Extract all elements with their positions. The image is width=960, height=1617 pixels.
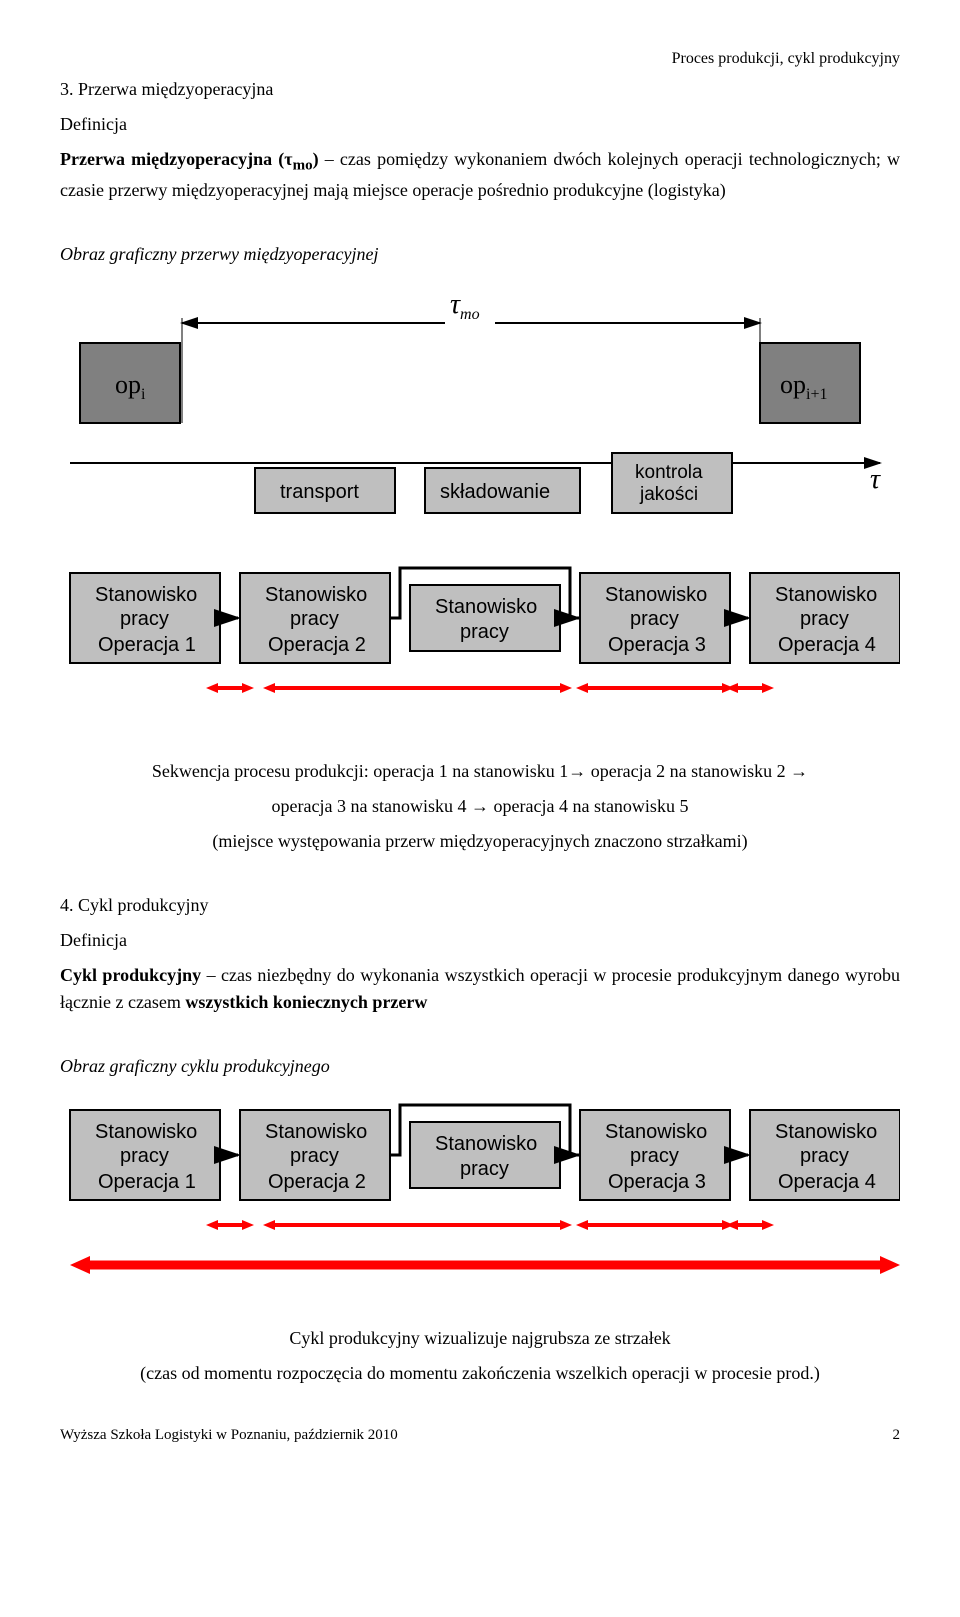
svg-text:Stanowisko: Stanowisko	[95, 1121, 197, 1143]
section-4-title: 4. Cykl produkcyjny	[60, 892, 900, 919]
ws3-box-mid: Stanowisko pracy	[410, 1122, 560, 1188]
svg-text:Stanowisko: Stanowisko	[775, 1121, 877, 1143]
transport-text: transport	[280, 481, 359, 503]
definition-3-body: Przerwa międzyoperacyjna (τmo) – czas po…	[60, 146, 900, 204]
svg-text:Operacja 1: Operacja 1	[98, 634, 196, 656]
sequence-line3: (miejsce występowania przerw międzyopera…	[60, 828, 900, 855]
figure-2-workstations: Stanowisko pracy Operacja 1 Stanowisko p…	[60, 563, 900, 738]
definition-4-body: Cykl produkcyjny – czas niezbędny do wyk…	[60, 962, 900, 1016]
svg-text:pracy: pracy	[630, 1145, 679, 1167]
ws3-box-3: Stanowisko pracy Operacja 3	[580, 1110, 730, 1200]
svg-text:pracy: pracy	[290, 1145, 339, 1167]
svg-text:pracy: pracy	[800, 1145, 849, 1167]
cycle-caption-1: Cykl produkcyjny wizualizuje najgrubsza …	[60, 1325, 900, 1352]
fig1-caption: Obraz graficzny przerwy międzyoperacyjne…	[60, 241, 900, 268]
svg-text:Stanowisko: Stanowisko	[775, 584, 877, 606]
red-arrow-4	[726, 683, 774, 693]
svg-text:Stanowisko: Stanowisko	[95, 584, 197, 606]
op-i1-box	[760, 343, 860, 423]
storage-text: składowanie	[440, 481, 550, 503]
svg-text:Operacja 2: Operacja 2	[268, 1171, 366, 1193]
red3-arrow-3	[576, 1220, 734, 1230]
svg-text:Operacja 3: Operacja 3	[608, 634, 706, 656]
ws3-box-1: Stanowisko pracy Operacja 1	[70, 1110, 220, 1200]
svg-text:Stanowisko: Stanowisko	[605, 584, 707, 606]
cycle-big-arrow	[70, 1256, 900, 1274]
svg-text:pracy: pracy	[120, 608, 169, 630]
figure-3-cycle: Stanowisko pracy Operacja 1 Stanowisko p…	[60, 1100, 900, 1305]
footer-right: 2	[893, 1427, 901, 1444]
svg-text:Operacja 4: Operacja 4	[778, 634, 876, 656]
fig3-caption: Obraz graficzny cyklu produkcyjnego	[60, 1053, 900, 1080]
svg-text:Stanowisko: Stanowisko	[265, 1121, 367, 1143]
red3-arrow-4	[726, 1220, 774, 1230]
def3-bold1: Przerwa międzyoperacyjna (τ	[60, 149, 293, 169]
svg-text:Operacja 3: Operacja 3	[608, 1171, 706, 1193]
red-arrow-2	[263, 683, 572, 693]
page-footer: Wyższa Szkoła Logistyki w Poznaniu, paźd…	[60, 1427, 900, 1444]
svg-text:Stanowisko: Stanowisko	[435, 1133, 537, 1155]
svg-text:pracy: pracy	[800, 608, 849, 630]
section-3-title: 3. Przerwa międzyoperacyjna	[60, 76, 900, 103]
ws3-box-4: Stanowisko pracy Operacja 4	[750, 1110, 900, 1200]
page-header-right: Proces produkcji, cykl produkcyjny	[60, 50, 900, 68]
red-arrow-1	[206, 683, 254, 693]
ws-box-4: Stanowisko pracy Operacja 4	[750, 573, 900, 663]
svg-text:Stanowisko: Stanowisko	[265, 584, 367, 606]
definition-label-4: Definicja	[60, 927, 900, 954]
def3-sub: mo	[293, 158, 313, 174]
red3-arrow-1	[206, 1220, 254, 1230]
qc-text2: jakości	[639, 484, 698, 505]
ws-box-2: Stanowisko pracy Operacja 2	[240, 573, 390, 663]
sequence-line2: operacja 3 na stanowisku 4 → operacja 4 …	[60, 793, 900, 820]
definition-label-3: Definicja	[60, 111, 900, 138]
cycle-caption-2: (czas od momentu rozpoczęcia do momentu …	[60, 1360, 900, 1387]
red3-arrow-2	[263, 1220, 572, 1230]
ws-box-mid: Stanowisko pracy	[410, 585, 560, 651]
red-arrow-3	[576, 683, 734, 693]
def4-bold2: wszystkich koniecznych przerw	[185, 992, 427, 1012]
svg-text:Stanowisko: Stanowisko	[435, 596, 537, 618]
svg-text:pracy: pracy	[460, 1158, 509, 1180]
sequence-line1: Sekwencja procesu produkcji: operacja 1 …	[60, 758, 900, 785]
svg-text:pracy: pracy	[630, 608, 679, 630]
footer-left: Wyższa Szkoła Logistyki w Poznaniu, paźd…	[60, 1427, 398, 1444]
svg-text:pracy: pracy	[120, 1145, 169, 1167]
svg-text:Operacja 4: Operacja 4	[778, 1171, 876, 1193]
svg-text:pracy: pracy	[460, 621, 509, 643]
svg-text:pracy: pracy	[290, 608, 339, 630]
tmo-label: τmo	[450, 289, 480, 323]
svg-text:Operacja 1: Operacja 1	[98, 1171, 196, 1193]
ws3-box-2: Stanowisko pracy Operacja 2	[240, 1110, 390, 1200]
def4-bold1: Cykl produkcyjny	[60, 965, 201, 985]
ws-box-1: Stanowisko pracy Operacja 1	[70, 573, 220, 663]
ws-box-3: Stanowisko pracy Operacja 3	[580, 573, 730, 663]
svg-text:Operacja 2: Operacja 2	[268, 634, 366, 656]
tau-axis-label: τ	[870, 464, 881, 495]
qc-text1: kontrola	[635, 462, 703, 483]
svg-text:Stanowisko: Stanowisko	[605, 1121, 707, 1143]
figure-1-timeline: τmo opi opi+1 τ transport składowanie ko…	[60, 288, 900, 543]
